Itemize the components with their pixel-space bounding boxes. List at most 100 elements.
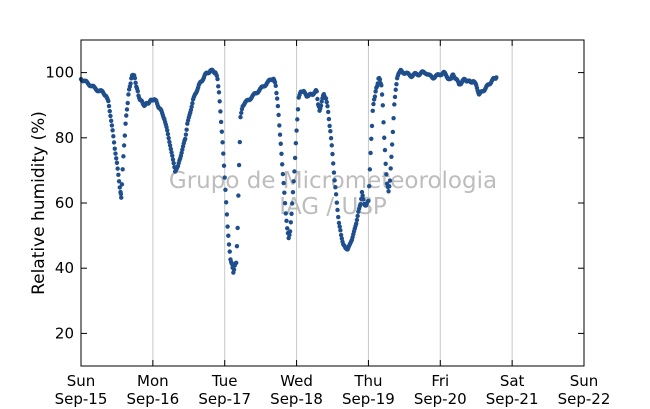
data-point [215,76,220,82]
data-point [379,83,384,88]
data-point [315,96,320,102]
data-point [370,108,375,114]
data-point [106,103,112,109]
data-point [118,191,124,197]
data-point [387,178,393,183]
x-tick-label-day: Fri [431,372,449,390]
data-point [238,114,243,120]
data-point [189,104,194,109]
data-point [392,102,397,107]
data-point [382,147,388,153]
data-point [221,163,227,168]
data-point [361,197,366,202]
data-point [165,131,171,137]
data-point [358,201,363,207]
y-tick-label: 20 [55,324,74,342]
data-point [388,166,393,171]
data-point [237,139,242,145]
data-point [281,180,286,186]
data-point [108,113,113,119]
data-point [133,80,138,86]
data-point [283,211,288,216]
data-point [218,109,223,114]
data-point [389,154,394,159]
data-point [123,121,128,126]
data-point [227,249,232,254]
data-point [190,101,195,106]
data-point [216,90,222,95]
data-point [326,116,332,122]
data-point [279,151,284,156]
data-point [282,201,288,206]
data-point [277,123,282,128]
data-point [366,183,372,189]
data-point [389,142,395,147]
data-point [294,128,299,133]
data-point [119,195,124,200]
x-tick-label-day: Sun [67,372,96,390]
data-point [116,172,121,177]
data-point [226,242,232,247]
data-point [119,182,125,187]
data-point [367,167,373,172]
data-point [224,212,230,217]
data-point [223,187,228,193]
data-point [392,94,398,100]
data-point [380,103,385,108]
data-point [368,150,373,156]
x-tick-label-date: Sep-22 [558,390,611,408]
data-point [274,90,279,96]
data-point [373,89,378,94]
y-tick-label: 40 [55,259,74,277]
x-tick-label-date: Sep-17 [198,390,251,408]
data-point [167,139,172,145]
data-point [324,99,329,105]
data-point [330,151,335,157]
data-point [384,172,389,177]
data-point [335,207,340,213]
y-tick-label: 60 [55,194,74,212]
data-point [354,221,359,226]
data-point [235,225,240,231]
x-tick-label-date: Sep-18 [270,390,323,408]
data-point [295,117,300,122]
data-point [333,185,338,190]
x-tick-label-date: Sep-15 [55,390,108,408]
data-point [287,232,292,238]
data-point [183,132,189,137]
data-point [318,103,324,108]
data-point [333,192,339,197]
data-point [221,151,226,156]
data-point [292,155,298,161]
data-point [236,193,241,198]
data-point [169,150,174,155]
data-point [125,100,130,106]
data-point [184,127,189,132]
x-tick-label-day: Thu [353,372,382,390]
data-point [390,129,396,135]
data-point [329,143,334,148]
data-point [331,170,337,175]
data-point [111,140,117,145]
data-point [337,224,342,229]
data-point [292,169,297,174]
data-point [111,134,116,139]
data-point [339,236,345,241]
data-point [170,153,175,158]
watermark-line-2: IAG / USP [279,194,387,220]
data-point [106,98,111,104]
data-point [379,92,385,97]
data-point [217,99,222,104]
data-point [275,103,281,109]
data-point [234,260,239,266]
data-point [115,166,120,171]
data-point [290,189,296,195]
x-tick-label-day: Sun [570,372,599,390]
data-point [168,146,174,152]
data-point [236,162,242,168]
data-point [383,161,388,166]
data-point [185,121,190,126]
data-point [355,213,360,219]
data-point [219,129,225,134]
data-point [369,136,374,141]
